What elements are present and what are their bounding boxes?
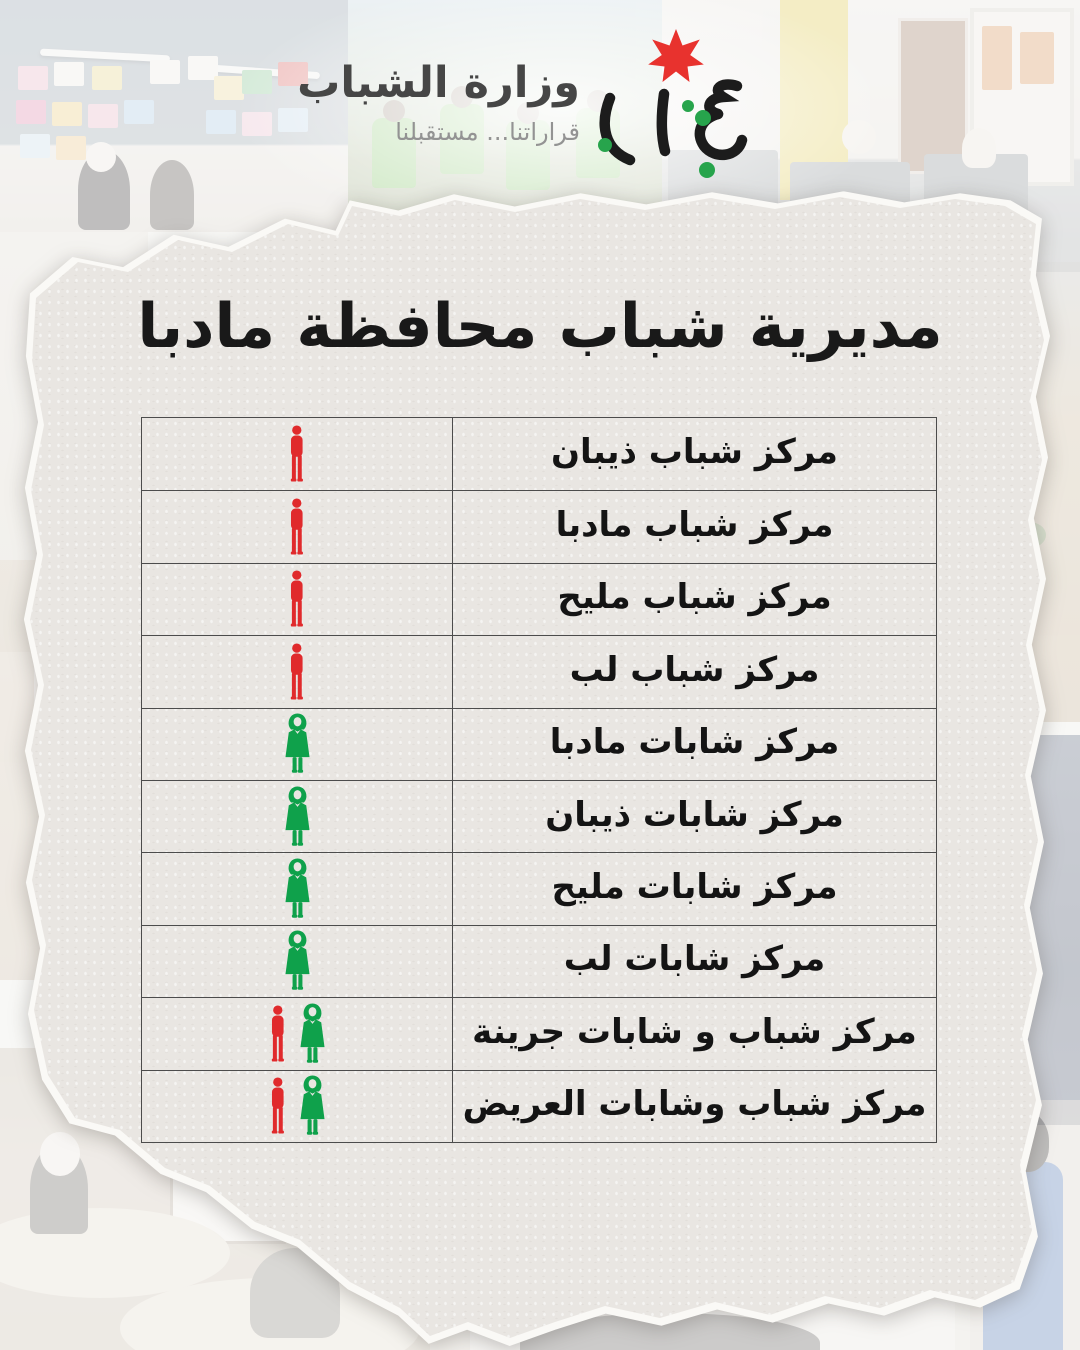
table-row: مركز شباب لب [142,635,936,708]
center-name: مركز شباب ذيبان [551,432,838,473]
male-pictogram-icon [272,1005,285,1062]
table-row: مركز شابات مادبا [142,707,936,780]
page-title: مديرية شباب محافظة مادبا [137,290,943,362]
table-row: مركز شباب مادبا [142,490,936,563]
table-row: مركز شباب ذيبان [142,418,936,491]
gender-icon-cell [142,563,453,636]
logo-green-dots [598,100,715,178]
female-pictogram-icon [284,713,310,774]
table-row: مركز شابات لب [142,924,936,998]
male-pictogram-icon [291,425,304,482]
female-pictogram-icon [284,786,310,846]
gender-icon-cell [142,708,453,780]
center-name: مركز شابات ذيبان [545,794,844,835]
gender-icon-cell [142,1070,453,1142]
female-pictogram-icon [300,1003,325,1063]
table-row: مركز شابات مليح [142,852,936,925]
center-name: مركز شباب وشابات العريض [462,1084,927,1125]
gender-icon-cell [142,636,453,708]
center-name: مركز شباب مادبا [555,505,834,546]
gender-icon-cell [142,998,453,1070]
table-row: مركز شباب و شابات جرينة [142,997,936,1070]
male-pictogram-icon [291,643,304,700]
ministry-logo-mark [598,29,748,178]
male-pictogram-icon [272,1077,285,1134]
center-name: مركز شباب مليح [557,577,832,618]
logo-calligraphy [599,79,748,166]
male-pictogram-icon [291,570,304,628]
ministry-logo-text: وزارة الشباب قراراتنا... مستقبلنا [210,58,580,146]
gender-icon-cell [142,491,453,563]
jordan-seven-pointed-star-icon [648,29,704,82]
gender-icon-cell [142,418,453,491]
table-row: مركز شابات ذيبان [142,780,936,853]
table-row: مركز شباب مليح [142,562,936,636]
female-pictogram-icon [284,858,310,918]
table-row: مركز شباب وشابات العريض [142,1069,936,1142]
center-name: مركز شباب لب [569,649,820,690]
ministry-name: وزارة الشباب [297,58,580,108]
center-name: مركز شابات مادبا [549,722,840,763]
center-name: مركز شباب و شابات جرينة [472,1011,917,1052]
gender-icon-cell [142,853,453,925]
male-pictogram-icon [291,498,304,555]
female-pictogram-icon [284,930,310,991]
center-name: مركز شابات لب [563,939,826,980]
gender-icon-cell [142,925,453,998]
gender-icon-cell [142,781,453,853]
centers-table: مركز شباب ذيبان مركز شباب مادبا مركز شبا… [141,417,937,1143]
ministry-tagline: قراراتنا... مستقبلنا [395,118,580,146]
center-name: مركز شابات مليح [551,867,838,908]
female-pictogram-icon [300,1075,325,1136]
